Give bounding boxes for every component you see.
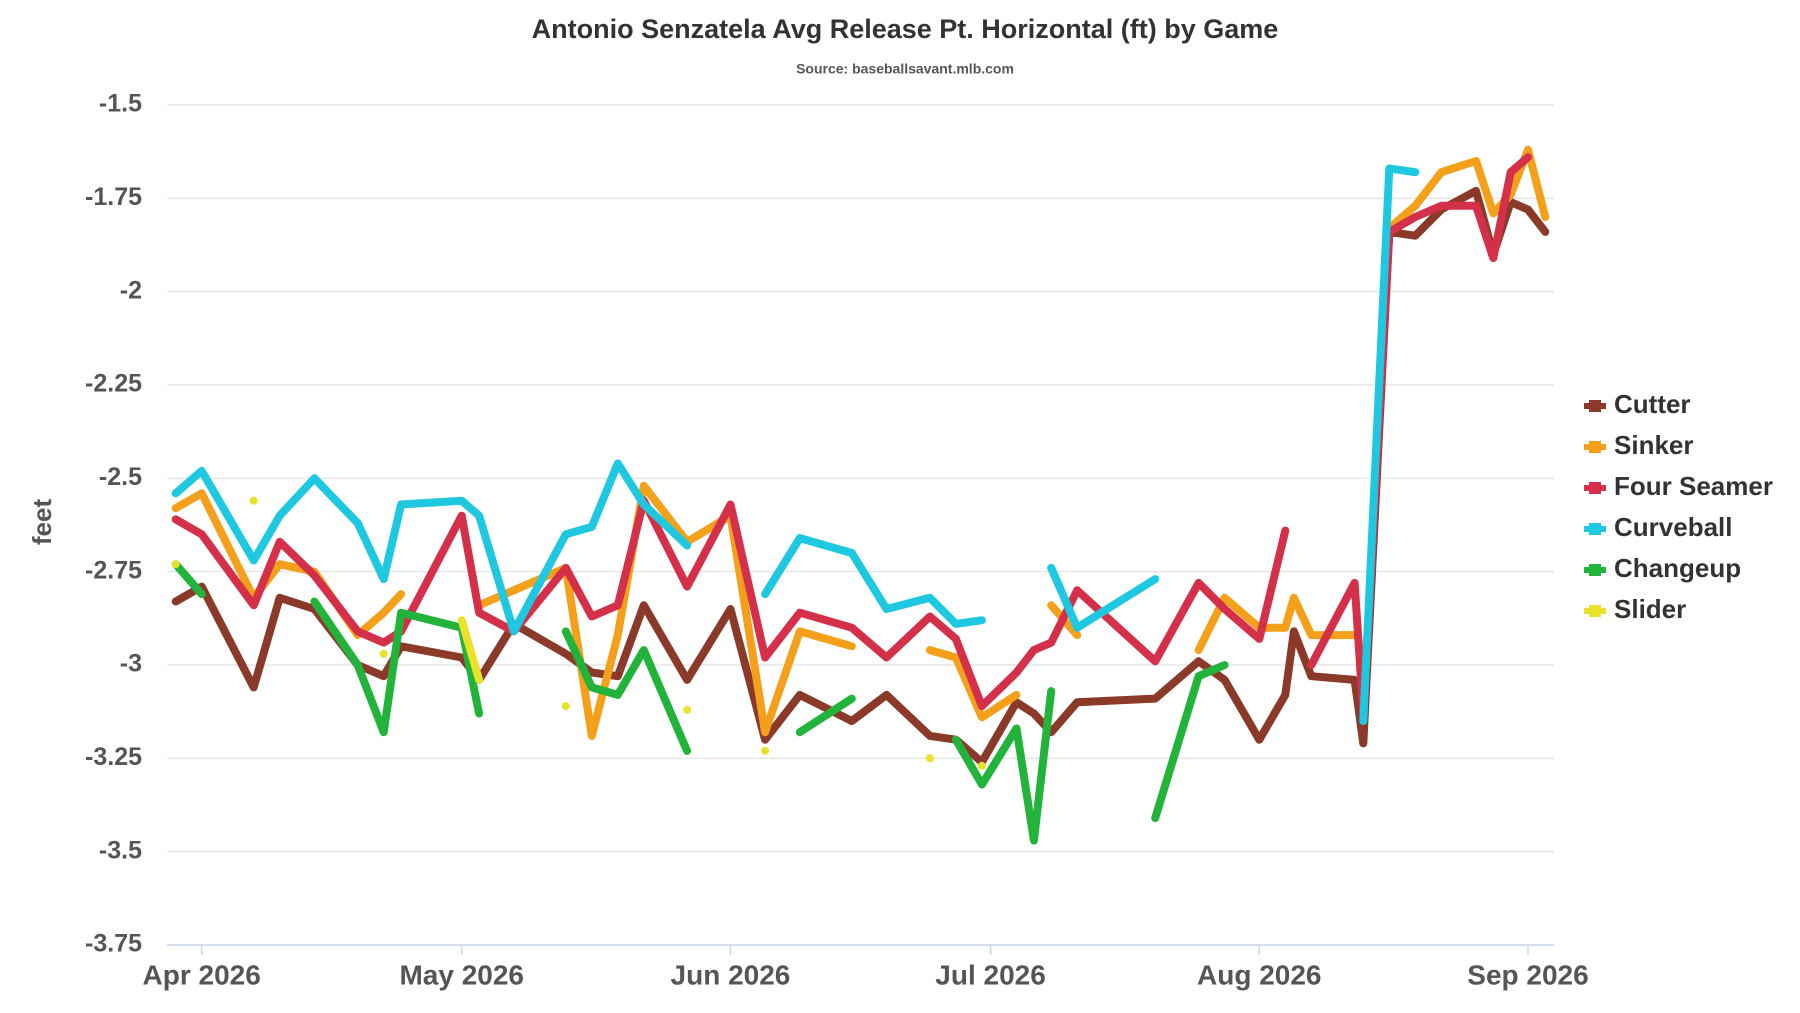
y-axis-label: feet (27, 499, 57, 546)
x-tick-label: Aug 2026 (1197, 959, 1322, 990)
legend-label: Sinker (1614, 430, 1694, 460)
series-line (171, 153, 1532, 718)
legend-label: Curveball (1614, 512, 1733, 542)
y-tick-label: -2.5 (99, 463, 142, 491)
x-tick-label: Sep 2026 (1467, 959, 1588, 990)
y-tick-label: -2.25 (85, 370, 142, 398)
legend-label: Four Seamer (1614, 471, 1773, 501)
y-tick-label: -2.75 (85, 556, 142, 584)
x-tick-label: Jun 2026 (671, 959, 791, 990)
y-tick-label: -1.75 (85, 183, 142, 211)
y-tick-label: -3 (120, 650, 142, 678)
x-tick-label: Jul 2026 (935, 959, 1046, 990)
legend-label: Cutter (1614, 389, 1691, 419)
series-line (171, 560, 1229, 845)
x-tick-label: Apr 2026 (143, 959, 261, 990)
legend-swatch (1589, 482, 1601, 494)
y-tick-label: -2 (120, 276, 142, 304)
legend-label: Slider (1614, 594, 1686, 624)
chart-subtitle: Source: baseballsavant.mlb.com (796, 61, 1014, 77)
y-tick-label: -3.25 (85, 743, 142, 771)
series-line (171, 164, 1420, 725)
y-tick-label: -1.5 (99, 90, 142, 118)
legend-swatch (1589, 523, 1601, 535)
legend-swatch (1589, 605, 1601, 617)
y-tick-label: -3.5 (99, 836, 142, 864)
legend-swatch (1589, 564, 1601, 576)
series-line (171, 496, 986, 770)
x-tick-label: May 2026 (399, 959, 524, 990)
legend-swatch (1589, 441, 1601, 453)
legend-swatch (1589, 400, 1601, 412)
legend-label: Changeup (1614, 553, 1741, 583)
y-tick-label: -3.75 (85, 930, 142, 958)
series-line (171, 145, 1550, 740)
chart-title: Antonio Senzatela Avg Release Pt. Horizo… (532, 14, 1279, 44)
series-line (171, 186, 1550, 767)
